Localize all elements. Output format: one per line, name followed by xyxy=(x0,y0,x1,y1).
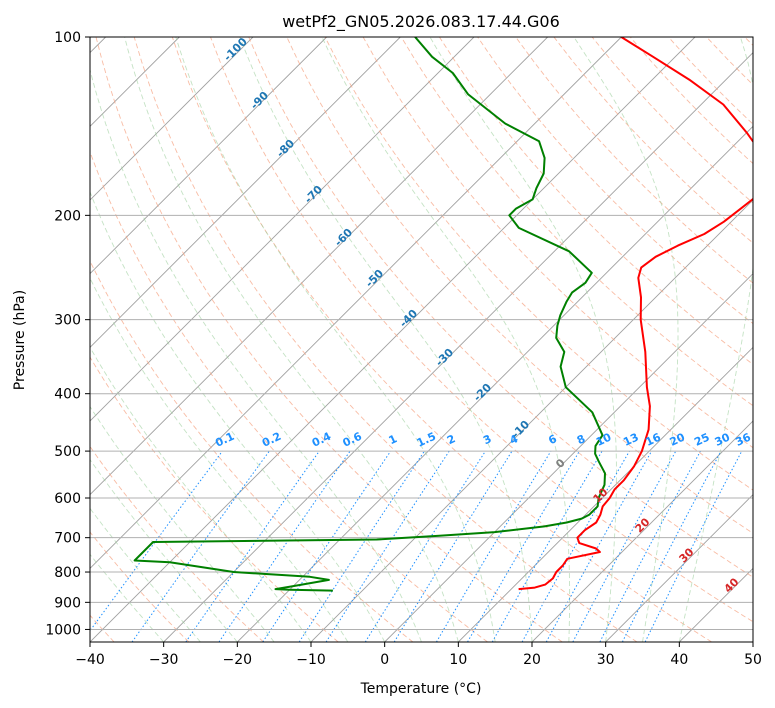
x-tick-label: −20 xyxy=(223,652,253,668)
mixing-ratio-line xyxy=(521,450,630,642)
isotherm-line xyxy=(384,273,753,642)
mixing-ratio-line xyxy=(491,450,603,642)
moist-adiabat-line xyxy=(321,37,571,642)
plot-frame xyxy=(89,36,754,643)
dry-adiabat-line xyxy=(400,37,753,407)
y-tick-label: 500 xyxy=(54,444,81,460)
isotherm-line xyxy=(90,37,548,496)
mixing-ratio-line xyxy=(599,450,701,642)
dry-adiabat-line xyxy=(324,37,753,491)
dry-adiabat-line xyxy=(515,37,753,284)
x-tick-label: 50 xyxy=(744,652,762,668)
moist-adiabat-line xyxy=(90,67,422,642)
dry-adiabat-line xyxy=(95,37,563,642)
isotherm-line xyxy=(531,420,753,642)
x-tick-label: 30 xyxy=(597,652,615,668)
mixing-ratio-line xyxy=(467,450,580,642)
isotherm-line xyxy=(90,37,622,569)
isotherm-line xyxy=(90,37,327,275)
mixing-ratio-line xyxy=(262,450,392,642)
dry-adiabat-line xyxy=(210,37,753,623)
moist-adiabat-line xyxy=(90,277,349,642)
dry-adiabat-line xyxy=(90,445,264,642)
dry-adiabat-line xyxy=(90,356,339,642)
moist-adiabat-line xyxy=(90,405,275,642)
mixing-ratio-label: 25 xyxy=(692,431,711,449)
dry-adiabat-line xyxy=(90,150,488,642)
y-axis-ticks: 100 200 300 400 500 600 700 800 900 1000 xyxy=(45,30,90,638)
x-tick-label: 20 xyxy=(523,652,541,668)
mixing-ratio-line xyxy=(621,450,722,642)
dry-adiabat-line xyxy=(90,259,414,642)
x-tick-label: 40 xyxy=(670,652,688,668)
y-tick-label: 1000 xyxy=(45,622,81,638)
mixing-ratio-label: 13 xyxy=(621,431,640,449)
moist-adiabat-line xyxy=(90,458,238,642)
y-axis-label: Pressure (hPa) xyxy=(12,290,28,390)
x-axis-label: Temperature (°C) xyxy=(360,681,482,697)
isotherm-line xyxy=(458,346,753,642)
sounding-traces xyxy=(133,37,753,592)
mixing-ratio-line xyxy=(364,450,486,642)
isotherm-line xyxy=(605,494,753,642)
moist-adiabat-line xyxy=(239,37,533,642)
x-axis-ticks: −40 −30 −20 −10 0 10 20 30 40 50 xyxy=(75,642,762,668)
isotherm-line xyxy=(90,37,401,348)
x-tick-label: −10 xyxy=(296,652,326,668)
mixing-ratio-label: 16 xyxy=(643,430,663,448)
isotherm-line xyxy=(237,125,753,642)
moist-adiabat-line xyxy=(678,37,753,642)
isotherm-line xyxy=(90,37,254,201)
mixing-ratio-label: 30 xyxy=(713,430,733,448)
y-tick-label: 900 xyxy=(54,595,81,611)
temperature-trace xyxy=(518,37,753,591)
mixing-ratio-line xyxy=(644,450,743,642)
mixing-ratio-label: 20 xyxy=(668,430,688,448)
moist-adiabat-line xyxy=(90,346,312,642)
mixing-ratio-line xyxy=(545,450,653,642)
moist-adiabat-line xyxy=(573,37,679,642)
y-tick-label: 700 xyxy=(54,531,81,547)
mixing-ratio-label: 36 xyxy=(733,430,753,448)
isotherm-line xyxy=(90,37,475,422)
dry-adiabat-line xyxy=(133,37,638,642)
mixing-ratio-line xyxy=(298,450,425,642)
chart-title: wetPf2_GN05.2026.083.17.44.G06 xyxy=(282,12,560,32)
dry-adiabat-line xyxy=(248,37,753,578)
dry-adiabat-line xyxy=(439,37,753,365)
mixing-ratio-line xyxy=(131,450,270,642)
y-tick-label: 200 xyxy=(54,208,81,224)
dewpoint-trace xyxy=(133,37,606,592)
moist-adiabat-line xyxy=(124,37,459,642)
y-tick-label: 100 xyxy=(54,30,81,46)
mixing-ratio-line xyxy=(325,450,450,642)
moist-adiabat-line xyxy=(90,190,386,642)
dry-adiabat-line xyxy=(90,531,190,642)
x-tick-label: 10 xyxy=(449,652,467,668)
x-tick-label: 0 xyxy=(380,652,389,668)
dry-adiabat-line xyxy=(171,37,712,642)
mixing-ratio-label: 10 xyxy=(594,430,614,448)
mixing-ratio-line xyxy=(572,450,677,642)
x-tick-label: −30 xyxy=(149,652,179,668)
mixing-ratio-line xyxy=(218,450,351,642)
y-tick-label: 300 xyxy=(54,313,81,329)
y-tick-label: 800 xyxy=(54,565,81,581)
y-tick-label: 400 xyxy=(54,387,81,403)
moist-adiabat-line xyxy=(175,37,496,642)
mixing-ratio-line xyxy=(90,450,223,632)
y-tick-label: 600 xyxy=(54,491,81,507)
mixing-ratio-line xyxy=(435,450,552,642)
x-tick-label: −40 xyxy=(75,652,105,668)
